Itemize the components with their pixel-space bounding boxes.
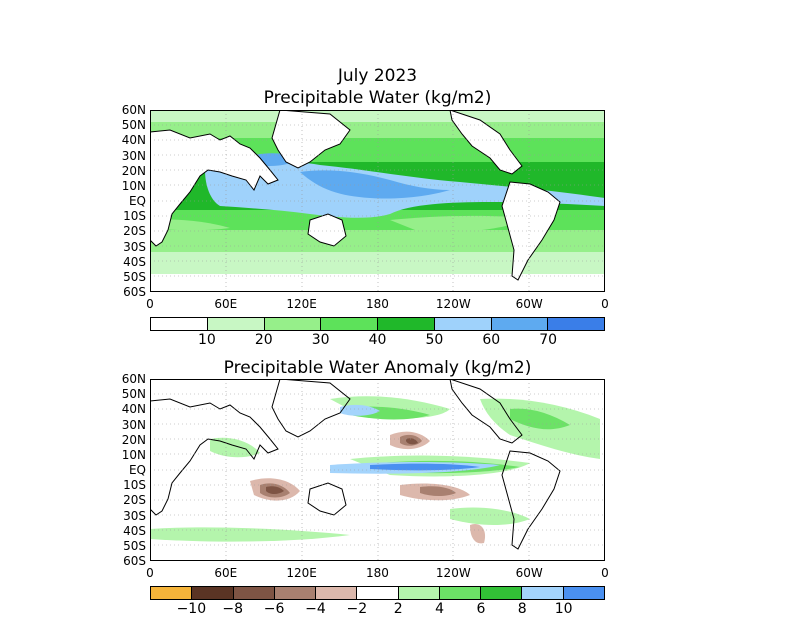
bottom-lat-label: 40S — [123, 523, 146, 538]
bottom-colorbar-swatch — [316, 587, 358, 599]
top-title-date: July 2023 — [337, 66, 418, 86]
bottom-colorbar-swatch — [357, 587, 399, 599]
top-colorbar-swatch — [207, 318, 265, 330]
top-lat-label: 60N — [121, 103, 146, 117]
bottom-lat-label: 60N — [121, 372, 146, 386]
bottom-colorbar-label: −8 — [222, 601, 244, 617]
bottom-lat-label: 50S — [123, 538, 146, 553]
bottom-colorbar-label: −2 — [346, 601, 368, 617]
top-lon-label: 120E — [286, 297, 317, 311]
top-lon-label: 60E — [214, 297, 238, 311]
bottom-lat-label: 30N — [121, 417, 146, 432]
top-lon-label: 120W — [435, 297, 471, 311]
bottom-title: Precipitable Water Anomaly (kg/m2) — [223, 358, 532, 378]
bottom-colorbar-label: 10 — [554, 601, 573, 617]
bottom-colorbar-swatch — [398, 587, 440, 599]
top-lat-label: 50S — [123, 269, 146, 284]
top-lon-label: 0 — [601, 297, 609, 311]
bottom-lat-label: 40N — [121, 402, 146, 417]
bottom-colorbar-swatch — [233, 587, 275, 599]
top-colorbar-swatch — [434, 318, 492, 330]
top-lat-label: 50N — [121, 118, 146, 133]
bottom-lat-label: 20S — [123, 493, 146, 508]
top-colorbar-label: 70 — [539, 332, 558, 348]
bottom-lat-label: 20N — [121, 432, 146, 447]
bottom-colorbar-swatch — [522, 587, 564, 599]
top-lat-label: 40S — [123, 254, 146, 269]
bottom-colorbar-label: −10 — [176, 601, 207, 617]
bottom-colorbar-label: −6 — [263, 601, 285, 617]
bottom-colorbar-label: −4 — [305, 601, 326, 617]
top-colorbar-swatch — [264, 318, 322, 330]
top-colorbar-label: 30 — [311, 332, 330, 348]
top-colorbar-label: 40 — [368, 332, 387, 348]
bottom-lon-label: 0 — [146, 566, 154, 580]
top-lat-label: 60S — [123, 285, 146, 300]
anomaly-colorbar — [150, 586, 605, 600]
top-lon-label: 60W — [515, 297, 543, 311]
top-lat-label: 40N — [121, 133, 146, 148]
top-colorbar-swatch — [548, 318, 604, 330]
bottom-colorbar-swatch — [151, 587, 193, 599]
bottom-colorbar-label: 4 — [435, 601, 444, 617]
bottom-lon-label: 60W — [515, 566, 543, 580]
top-lat-label: 20S — [123, 224, 146, 239]
bottom-colorbar-label: 2 — [393, 601, 403, 617]
top-lon-label: 0 — [146, 297, 154, 311]
bottom-lon-label: 120W — [435, 566, 471, 580]
bottom-lat-label: 10N — [121, 447, 146, 462]
bottom-colorbar-label: 8 — [517, 601, 527, 617]
bottom-colorbar-swatch — [563, 587, 604, 599]
bottom-lat-label: 50N — [121, 387, 146, 402]
precipitable-water-colorbar — [150, 317, 605, 331]
bottom-colorbar-swatch — [274, 587, 317, 599]
top-lat-label: 10S — [123, 209, 146, 224]
bottom-colorbar-swatch — [439, 587, 482, 599]
precipitable-water-map — [150, 110, 605, 292]
top-title-variable: Precipitable Water (kg/m2) — [263, 88, 492, 108]
bottom-lon-label: 0 — [601, 566, 609, 580]
bottom-lat-label: 10S — [123, 478, 146, 493]
top-lat-label: 20N — [121, 163, 146, 178]
top-lon-label: 180 — [366, 297, 389, 311]
top-lat-label: 10N — [121, 178, 146, 193]
bottom-lat-label: 30S — [123, 508, 146, 523]
top-lat-label: 30S — [123, 239, 146, 254]
top-colorbar-swatch — [321, 318, 378, 330]
bottom-colorbar-swatch — [192, 587, 234, 599]
top-lat-label: EQ — [128, 194, 146, 209]
top-colorbar-label: 60 — [482, 332, 501, 348]
top-colorbar-label: 20 — [254, 332, 273, 348]
bottom-lon-label: 60E — [214, 566, 238, 580]
top-lat-label: 30N — [121, 148, 146, 163]
top-colorbar-label: 50 — [425, 332, 444, 348]
bottom-lon-label: 120E — [286, 566, 317, 580]
bottom-lon-label: 180 — [366, 566, 389, 580]
precipitable-water-anomaly-map — [150, 379, 605, 561]
bottom-lat-label: EQ — [128, 463, 146, 478]
bottom-lat-label: 60S — [123, 554, 146, 569]
top-colorbar-swatch — [491, 318, 549, 330]
top-colorbar-swatch — [151, 318, 208, 330]
bottom-colorbar-label: 6 — [476, 601, 486, 617]
top-colorbar-swatch — [378, 318, 435, 330]
top-colorbar-label: 10 — [197, 332, 216, 348]
bottom-colorbar-swatch — [481, 587, 523, 599]
